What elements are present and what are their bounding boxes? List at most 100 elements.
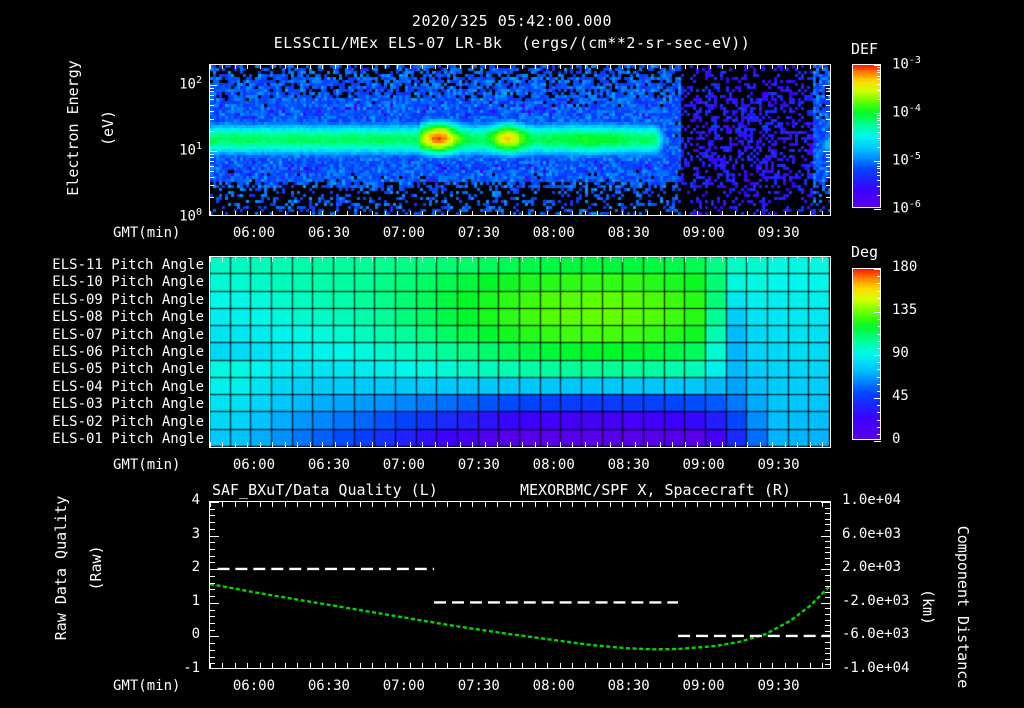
pitch-angle-cell: [643, 377, 665, 396]
data-quality-distance-panel[interactable]: [209, 501, 831, 669]
pitch-angle-cell: [292, 412, 314, 430]
pitch-angle-cell: [333, 412, 355, 430]
pitch-angle-cell: [643, 395, 665, 413]
pitch-angle-row-label-8: ELS-08 Pitch Angle: [52, 309, 204, 326]
deg-colorbar[interactable]: [852, 268, 881, 442]
pitch-angle-row-label-4: ELS-04 Pitch Angle: [52, 378, 204, 395]
pitch-angle-cell: [809, 326, 830, 344]
pitch-angle-cell: [581, 274, 603, 292]
pitch-angle-cell: [664, 257, 686, 275]
pitch-angle-row-label-5: ELS-05 Pitch Angle: [52, 361, 204, 378]
pitch-angle-cell: [581, 360, 603, 378]
pitch-angle-cell: [809, 395, 830, 413]
pitch-angle-cell: [478, 395, 500, 413]
pitch-angle-cell: [251, 429, 272, 447]
pitch-angle-cell: [705, 412, 727, 430]
pitch-angle-cell: [705, 308, 727, 327]
pitch-angle-cell: [230, 360, 252, 378]
pitch-angle-cell: [251, 291, 272, 309]
pitch-angle-cell: [292, 291, 314, 309]
panel3-ylabel-right-line1: Component Distance: [953, 525, 972, 689]
pitch-angle-cell: [561, 326, 582, 344]
pitch-angle-cell: [354, 274, 376, 292]
pitch-angle-cell: [602, 360, 624, 378]
pitch-angle-row-label-2: ELS-02 Pitch Angle: [52, 413, 204, 430]
pitch-angle-cell: [333, 360, 355, 378]
pitch-angle-cell: [623, 291, 644, 309]
pitch-angle-cell: [457, 412, 479, 430]
panel2-xtick-0800: 08:00: [532, 457, 575, 473]
pitch-angle-cell: [623, 360, 644, 378]
pitch-angle-cell: [581, 257, 603, 275]
pitch-angle-cell: [437, 360, 458, 378]
pitch-angle-cell: [664, 429, 686, 447]
page-title-dataset: ELSSCIL/MEx ELS-07 LR-Bk (ergs/(cm**2-sr…: [273, 34, 751, 52]
pitch-angle-cell: [685, 274, 706, 292]
panel3-title-right: MEXORBMC/SPF X, Spacecraft (R): [520, 481, 791, 499]
pitch-angle-cell: [478, 291, 500, 309]
pitch-angle-cell: [767, 257, 789, 275]
pitch-angle-cell: [499, 308, 520, 327]
pitch-angle-cell: [767, 274, 789, 292]
pitch-angle-cell: [313, 274, 334, 292]
pitch-angle-cell: [643, 308, 665, 327]
pitch-angle-cell: [602, 395, 624, 413]
pitch-angle-cell: [395, 412, 417, 430]
pitch-angle-cell: [210, 343, 231, 361]
pitch-angle-cell: [581, 343, 603, 361]
pitch-angle-cell: [519, 429, 541, 447]
pitch-angle-cell: [313, 291, 334, 309]
pitch-angle-cell: [581, 377, 603, 396]
component-distance-series: [210, 582, 830, 651]
pitch-angle-cell: [271, 326, 293, 344]
pitch-angle-cell: [230, 291, 252, 309]
pitch-angle-cell: [354, 412, 376, 430]
pitch-angle-cell: [705, 274, 727, 292]
pitch-angle-cell: [499, 291, 520, 309]
pitch-angle-cell: [292, 257, 314, 275]
pitch-angle-cell: [478, 274, 500, 292]
panel3-ytick-right-0: 1.0e+04: [842, 492, 902, 508]
pitch-angle-cell: [292, 343, 314, 361]
pitch-angle-cell: [561, 412, 582, 430]
pitch-angle-cell: [416, 377, 438, 396]
panel3-ylabel-left-line1: Raw Data Quality: [52, 495, 71, 641]
pitch-angle-cell: [561, 343, 582, 361]
pitch-angle-cell: [767, 412, 789, 430]
pitch-angle-cell: [788, 360, 810, 378]
pitch-angle-cell: [747, 274, 768, 292]
pitch-angle-cell: [602, 429, 624, 447]
pitch-angle-row-label-9: ELS-09 Pitch Angle: [52, 291, 204, 308]
pitch-angle-cell: [788, 412, 810, 430]
pitch-angle-cell: [767, 308, 789, 327]
pitch-angle-cell: [581, 395, 603, 413]
pitch-angle-cell: [685, 291, 706, 309]
pitch-angle-cell: [685, 343, 706, 361]
pitch-angle-cell: [375, 326, 396, 344]
pitch-angle-cell: [519, 257, 541, 275]
electron-energy-spectrogram-panel[interactable]: [209, 64, 831, 216]
pitch-angle-cell: [395, 291, 417, 309]
pitch-angle-cell: [313, 429, 334, 447]
panel1-xtick-0800: 08:00: [532, 225, 575, 241]
pitch-angle-cell: [643, 412, 665, 430]
pitch-angle-cell: [457, 308, 479, 327]
pitch-angle-cell: [251, 257, 272, 275]
pitch-angle-cell: [581, 326, 603, 344]
pitch-angle-cell: [292, 308, 314, 327]
pitch-angle-cell: [664, 377, 686, 396]
pitch-angle-cell: [623, 257, 644, 275]
panel3-ytick-right-2: 2.0e+03: [842, 559, 902, 576]
pitch-angle-cell: [767, 326, 789, 344]
pitch-angle-cell: [230, 429, 252, 447]
def-colorbar[interactable]: [852, 64, 881, 210]
pitch-angle-cell: [726, 343, 748, 361]
deg-colorbar-label-180: 180: [892, 259, 918, 275]
pitch-angle-cell: [437, 377, 458, 396]
pitch-angle-cell: [685, 377, 706, 396]
pitch-angle-cell: [395, 308, 417, 327]
pitch-angle-cell: [581, 308, 603, 327]
pitch-angle-cell: [540, 343, 562, 361]
pitch-angle-panel[interactable]: [209, 256, 831, 448]
pitch-angle-cell: [747, 395, 768, 413]
